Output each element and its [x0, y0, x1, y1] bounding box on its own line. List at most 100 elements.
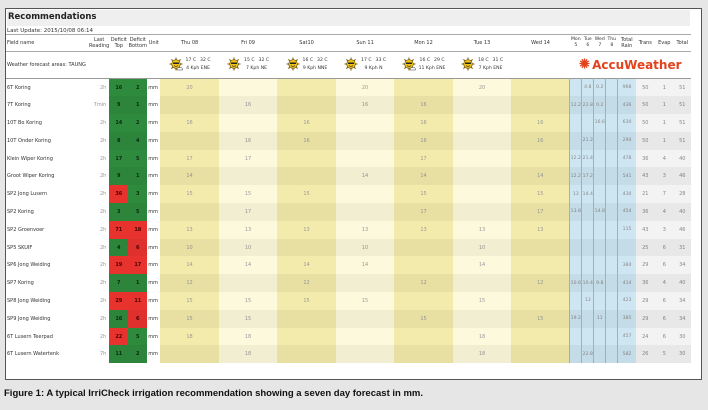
irrigation-day: 14: [160, 256, 219, 275]
figure-caption: Figure 1: A typical IrriCheck irrigation…: [4, 388, 423, 399]
last-reading: 2h: [99, 208, 107, 215]
field-name: SP2 Groenvoer: [7, 226, 45, 233]
irrigation-day: 14: [160, 167, 219, 186]
last-reading: 7min: [93, 102, 107, 109]
trans: 43: [635, 167, 655, 186]
irrigation-day: [335, 327, 395, 346]
rain-day: 22.8: [581, 96, 594, 115]
irrigation-day: [335, 345, 395, 364]
rain-day: 17.2: [581, 167, 594, 186]
max-temp: 29 C: [434, 58, 445, 63]
irrigation-day: [218, 114, 278, 132]
rain-day: 14.4: [581, 185, 594, 204]
trans: 43: [635, 220, 655, 239]
rain-day: [605, 309, 618, 328]
header-day: Fri 09: [241, 40, 255, 46]
unit: mm: [148, 119, 159, 126]
evap: 3: [654, 220, 674, 239]
unit: mm: [148, 280, 159, 287]
total: 51: [673, 131, 691, 150]
deficit-bottom: 3: [128, 185, 148, 204]
last-reading: 2h: [99, 262, 107, 269]
irrigation-day: 15: [218, 292, 278, 310]
last-reading: 2h: [99, 191, 107, 198]
irrigation-day: [511, 327, 570, 346]
field-name: 6T Koring: [7, 84, 31, 91]
rain-day: [581, 256, 594, 275]
total: 51: [673, 114, 691, 132]
header-deficit-top: Deficit Top: [110, 37, 127, 49]
deficit-top: 17: [109, 149, 129, 168]
weather-day: 16 C 32 C 9 Kph NNE: [277, 52, 336, 79]
total-rain: 384: [617, 256, 636, 275]
deficit-top: 16: [109, 309, 129, 328]
irrigation-day: [160, 345, 219, 364]
rain-day: [593, 167, 606, 186]
irrigation-day: 16: [218, 96, 278, 115]
irrigation-day: 17: [218, 203, 278, 221]
deficit-top: 36: [109, 185, 129, 204]
unit: mm: [148, 208, 159, 215]
total-rain: 582: [617, 345, 636, 364]
total-rain: 630: [617, 114, 636, 132]
header-evap: Evap: [658, 40, 671, 46]
evap: 1: [654, 131, 674, 150]
wind: 9 Kph NNE: [302, 66, 328, 71]
unit: mm: [148, 173, 159, 180]
total-rain: 115: [617, 220, 636, 239]
deficit-top: 8: [109, 131, 129, 150]
field-name: SP7 Koring: [7, 280, 34, 287]
irrigation-day: 10: [160, 238, 219, 257]
trans: 29: [635, 292, 655, 310]
total: 51: [673, 96, 691, 115]
min-temp: 16 C: [302, 58, 314, 63]
min-temp: 15 C: [244, 58, 255, 63]
rain-day: [581, 114, 594, 132]
irrigation-day: [160, 131, 219, 150]
irrigation-day: [277, 309, 336, 328]
rain-day: [605, 167, 618, 186]
irrigation-day: 16: [160, 114, 219, 132]
irrigation-day: [511, 78, 570, 97]
weather-forecast-area: Weather forecast areas: TAUNG: [7, 62, 86, 68]
irrigation-day: 18: [452, 327, 512, 346]
irrigation-day: 15: [394, 185, 453, 204]
min-temp: 18 C: [478, 58, 489, 63]
deficit-top: 14: [109, 114, 129, 132]
deficit-bottom: 5: [128, 203, 148, 221]
trans: 50: [635, 96, 655, 115]
irrigation-day: 15: [160, 309, 219, 328]
table-row: SP6 Jong Weiding 2h 19 17 mm 14 14 14 14 14 384 29 6…: [6, 256, 691, 275]
table-row: SP8 Jong Weiding 2h 29 11 mm 15 15 15 15 15 13 423 2…: [6, 292, 691, 310]
irrigation-day: 13: [452, 220, 512, 239]
total-rain: [617, 238, 636, 257]
rain-day: 12.2: [569, 96, 582, 115]
irrigation-day: 15: [335, 292, 395, 310]
rain-day: [605, 185, 618, 204]
deficit-bottom: 2: [128, 78, 148, 97]
unit: mm: [148, 315, 159, 322]
trans: 36: [635, 274, 655, 293]
max-temp: 32 C: [200, 58, 211, 63]
rain-day: [581, 220, 594, 239]
unit: mm: [148, 226, 159, 233]
irrigation-day: 15: [511, 185, 570, 204]
unit: mm: [148, 102, 159, 109]
deficit-top: 71: [109, 220, 129, 239]
deficit-bottom: 5: [128, 149, 148, 168]
page-title: Recommendations: [8, 12, 97, 22]
irrigation-day: 17: [394, 149, 453, 168]
irrigation-day: 16: [394, 114, 453, 132]
total-rain: 478: [617, 149, 636, 168]
header-day: Sat10: [299, 40, 314, 46]
header-field-name: Field name: [7, 40, 35, 46]
sun-logo-icon: [579, 58, 590, 72]
total: 46: [673, 167, 691, 186]
deficit-bottom: 6: [128, 238, 148, 257]
irrigation-day: 12: [394, 274, 453, 293]
trans: 36: [635, 203, 655, 221]
irrigation-day: [511, 292, 570, 310]
last-update: Last Update: 2015/10/08 06:14: [7, 28, 94, 34]
deficit-top: 16: [109, 78, 129, 97]
rain-day: [581, 203, 594, 221]
